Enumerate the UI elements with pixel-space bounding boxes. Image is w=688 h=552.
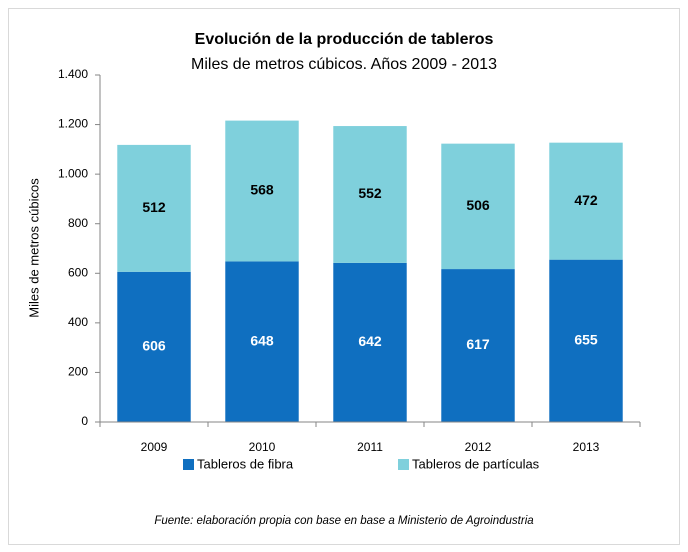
x-tick-label: 2010 xyxy=(249,440,276,454)
data-label: 552 xyxy=(358,185,382,201)
chart-subtitle: Miles de metros cúbicos. Años 2009 - 201… xyxy=(191,56,497,73)
bar-segment xyxy=(333,126,407,263)
data-label: 506 xyxy=(466,197,490,213)
x-tick-label: 2009 xyxy=(141,440,168,454)
y-tick-label: 1.200 xyxy=(58,117,88,131)
data-label: 655 xyxy=(574,332,598,348)
data-label: 568 xyxy=(250,182,274,198)
y-tick-label: 1.000 xyxy=(58,166,88,180)
legend-swatch xyxy=(398,459,409,470)
y-tick-label: 600 xyxy=(68,265,88,279)
bar-segment xyxy=(333,262,407,422)
bar-segment xyxy=(117,144,191,272)
y-tick-label: 800 xyxy=(68,216,88,230)
legend-swatch xyxy=(183,459,194,470)
x-tick-label: 2012 xyxy=(465,440,492,454)
bar-segment xyxy=(549,259,623,422)
chart-title: Evolución de la producción de tableros xyxy=(195,31,494,48)
legend-label: Tableros de fibra xyxy=(197,456,294,471)
data-label: 648 xyxy=(250,332,274,348)
data-label: 512 xyxy=(142,199,166,215)
bar-segment xyxy=(549,142,623,260)
data-label: 472 xyxy=(574,192,598,208)
y-tick-label: 200 xyxy=(68,365,88,379)
data-label: 617 xyxy=(466,336,490,352)
x-tick-label: 2013 xyxy=(573,440,600,454)
y-tick-label: 0 xyxy=(81,414,88,428)
bar-segment xyxy=(225,120,299,262)
legend-label: Tableros de partículas xyxy=(412,456,540,471)
source-note: Fuente: elaboración propia con base en b… xyxy=(154,515,533,527)
y-tick-label: 400 xyxy=(68,315,88,329)
data-label: 642 xyxy=(358,333,382,349)
x-tick-label: 2011 xyxy=(357,440,383,454)
bar-segment xyxy=(225,261,299,422)
bar-segment xyxy=(117,271,191,422)
data-label: 606 xyxy=(142,338,166,354)
bar-segment xyxy=(441,269,515,422)
y-axis-title: Miles de metros cúbicos xyxy=(26,178,41,318)
y-tick-label: 1.400 xyxy=(58,67,88,81)
bar-segment xyxy=(441,143,515,270)
